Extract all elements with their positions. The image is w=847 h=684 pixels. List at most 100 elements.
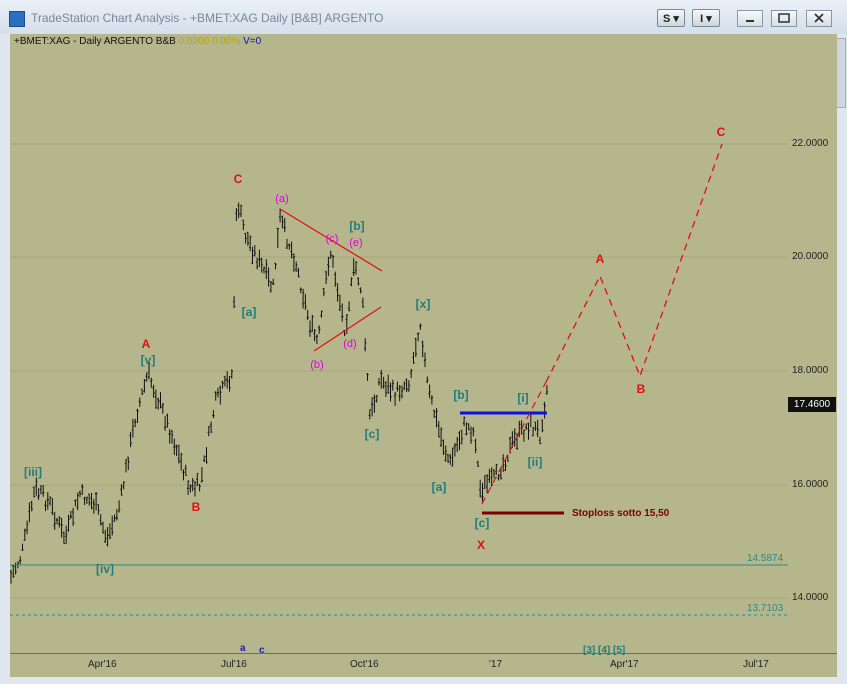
right-window-border bbox=[837, 34, 847, 684]
ohlc-bar bbox=[403, 381, 406, 390]
chart-header-info: +BMET:XAG - Daily ARGENTO B&B 0.0000 0.0… bbox=[14, 36, 261, 47]
ohlc-bar bbox=[428, 384, 431, 399]
ohlc-bar bbox=[324, 270, 328, 285]
ohlc-bar bbox=[205, 447, 208, 464]
ohlc-bar bbox=[44, 500, 47, 512]
ohlc-bar bbox=[308, 320, 312, 337]
ohlc-bar bbox=[267, 267, 270, 287]
ohlc-bar bbox=[67, 514, 70, 532]
minimize-button[interactable] bbox=[737, 10, 763, 27]
ohlc-bar bbox=[345, 314, 348, 334]
ohlc-bar bbox=[502, 454, 505, 473]
tradestation-app-icon bbox=[9, 11, 25, 27]
ohlc-bar bbox=[341, 303, 344, 322]
maximize-button[interactable] bbox=[771, 10, 797, 27]
ohlc-bar bbox=[288, 243, 291, 250]
ohlc-bar bbox=[37, 488, 40, 500]
close-icon bbox=[814, 13, 824, 23]
ohlc-bar bbox=[488, 468, 491, 483]
ohlc-bar bbox=[39, 485, 43, 495]
wave-label-b-2: [b] bbox=[453, 388, 469, 402]
ohlc-bar bbox=[154, 389, 158, 409]
ohlc-bar bbox=[161, 402, 164, 414]
ohlc-bar bbox=[209, 421, 213, 433]
price-axis[interactable]: 22.0000 20.0000 18.0000 16.0000 14.0000 bbox=[788, 34, 837, 653]
chart-plot-area[interactable] bbox=[10, 34, 788, 653]
ohlc-bar bbox=[290, 241, 293, 259]
ohlc-bar bbox=[495, 463, 498, 475]
interval-link-i-button[interactable]: I ▾ bbox=[692, 9, 720, 27]
ohlc-bar bbox=[58, 515, 61, 528]
ohlc-bar bbox=[145, 372, 148, 382]
ohlc-bar bbox=[439, 427, 443, 447]
ohlc-bar bbox=[437, 421, 440, 438]
ohlc-bar bbox=[191, 477, 194, 492]
ohlc-bar bbox=[101, 521, 105, 534]
ohlc-bar bbox=[283, 217, 286, 232]
projected-wave-C: C bbox=[716, 125, 726, 139]
ohlc-bar bbox=[253, 245, 256, 257]
ohlc-bar bbox=[232, 296, 236, 309]
ohlc-bar bbox=[10, 569, 13, 584]
ohlc-bar bbox=[393, 391, 397, 406]
wave-label-paren-d: (d) bbox=[343, 338, 357, 350]
ohlc-bar bbox=[152, 384, 155, 398]
ohlc-bar bbox=[189, 484, 192, 493]
symbol-link-s-button[interactable]: S ▾ bbox=[657, 9, 685, 27]
vertical-scrollbar[interactable] bbox=[836, 38, 846, 108]
ohlc-bar bbox=[182, 469, 185, 481]
ohlc-bar bbox=[124, 458, 128, 473]
ohlc-bar bbox=[19, 556, 22, 565]
chart-gridlines bbox=[10, 143, 788, 599]
wave-label-C-primary: C bbox=[233, 172, 243, 186]
pct-change-label: 0.00% bbox=[211, 36, 241, 47]
price-tick-18: 18.0000 bbox=[792, 365, 829, 376]
bottom-mark-a: a bbox=[240, 643, 246, 654]
wave-label-A-primary: A bbox=[141, 337, 151, 351]
ohlc-bar bbox=[262, 266, 266, 274]
ohlc-bar bbox=[99, 514, 102, 526]
ohlc-bar bbox=[251, 246, 254, 265]
ohlc-bar bbox=[278, 208, 282, 223]
ohlc-bar bbox=[157, 397, 160, 410]
ohlc-bar bbox=[85, 496, 89, 504]
ohlc-bar bbox=[97, 504, 100, 515]
ohlc-bar bbox=[481, 483, 484, 502]
time-tick-apr17: Apr'17 bbox=[610, 659, 639, 670]
time-tick-jul16: Jul'16 bbox=[221, 659, 247, 670]
net-change-label: 0.0000 bbox=[178, 36, 210, 47]
ohlc-bar bbox=[111, 515, 114, 536]
ohlc-bar bbox=[196, 472, 199, 487]
ohlc-bar bbox=[281, 215, 284, 229]
ref-level-lower-label: 13.7103 bbox=[747, 603, 784, 614]
ohlc-bar bbox=[198, 484, 201, 492]
ohlc-bar bbox=[490, 467, 493, 487]
ohlc-bar bbox=[168, 429, 171, 444]
ohlc-bar bbox=[407, 380, 411, 392]
triangle-upper-line bbox=[279, 208, 383, 272]
ohlc-bar bbox=[485, 474, 489, 494]
ohlc-bar bbox=[446, 453, 450, 463]
ohlc-bar bbox=[492, 469, 496, 479]
ohlc-bar bbox=[306, 309, 309, 320]
ohlc-bar bbox=[269, 281, 273, 293]
ohlc-bar bbox=[387, 374, 390, 394]
ohlc-bar bbox=[469, 426, 473, 444]
ohlc-bar bbox=[301, 288, 305, 309]
time-tick-oct16: Oct'16 bbox=[350, 659, 379, 670]
ohlc-bar bbox=[74, 499, 77, 507]
ohlc-bar bbox=[235, 208, 238, 221]
ohlc-bar bbox=[384, 381, 388, 397]
ohlc-bar bbox=[203, 455, 206, 462]
ohlc-bar bbox=[433, 409, 436, 418]
ohlc-bar bbox=[42, 484, 45, 497]
ohlc-bar bbox=[115, 509, 118, 521]
time-axis[interactable]: Apr'16 Jul'16 Oct'16 '17 Apr'17 Jul'17 bbox=[10, 653, 837, 678]
ohlc-bar bbox=[117, 500, 121, 513]
ohlc-bar bbox=[400, 385, 404, 399]
close-button[interactable] bbox=[806, 10, 832, 27]
ohlc-bar bbox=[513, 428, 516, 447]
ohlc-bar bbox=[76, 492, 79, 511]
ohlc-bar bbox=[193, 481, 197, 497]
ohlc-bar bbox=[357, 277, 360, 286]
